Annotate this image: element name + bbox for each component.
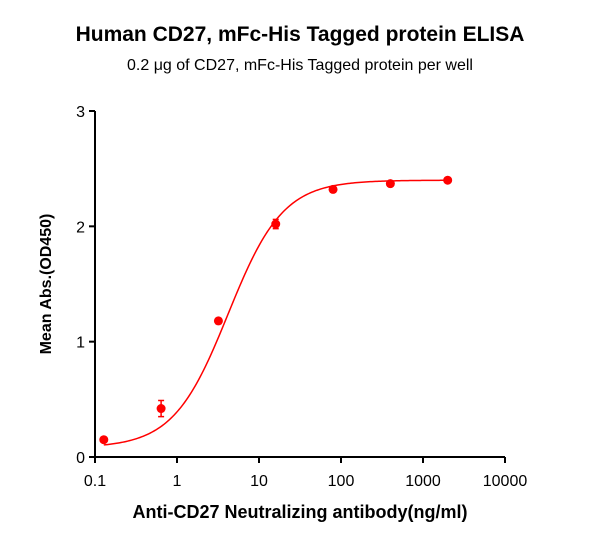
x-tick-label: 1 (173, 473, 182, 490)
y-tick-label: 3 (76, 104, 85, 121)
chart-title: Human CD27, mFc-His Tagged protein ELISA (75, 23, 525, 46)
y-tick-label: 0 (76, 450, 85, 467)
y-tick-label: 1 (76, 335, 85, 352)
x-tick-label: 100 (328, 473, 355, 490)
x-tick-label: 0.1 (84, 473, 106, 490)
data-point (385, 179, 395, 189)
data-point (328, 184, 338, 194)
axes: 0 1 2 3 0.1 1 10 100 1000 10000 (76, 104, 527, 490)
x-axis-label-text: Anti-CD27 Neutralizing antibody(ng/ml) (132, 502, 468, 522)
x-tick-label: 10000 (483, 473, 528, 490)
y-tick-label: 2 (76, 219, 85, 236)
x-axis-label: Anti-CD27 Neutralizing antibody(ng/ml) (0, 502, 600, 523)
x-tick-label: 10 (250, 473, 268, 490)
chart-subtitle: 0.2 μg of CD27, mFc-His Tagged protein p… (127, 57, 473, 74)
data-points (99, 175, 453, 445)
data-point (156, 404, 166, 414)
data-point (213, 316, 223, 326)
x-tick-label: 1000 (405, 473, 441, 490)
data-point (443, 175, 453, 185)
data-point (271, 219, 281, 229)
data-point (99, 435, 109, 445)
